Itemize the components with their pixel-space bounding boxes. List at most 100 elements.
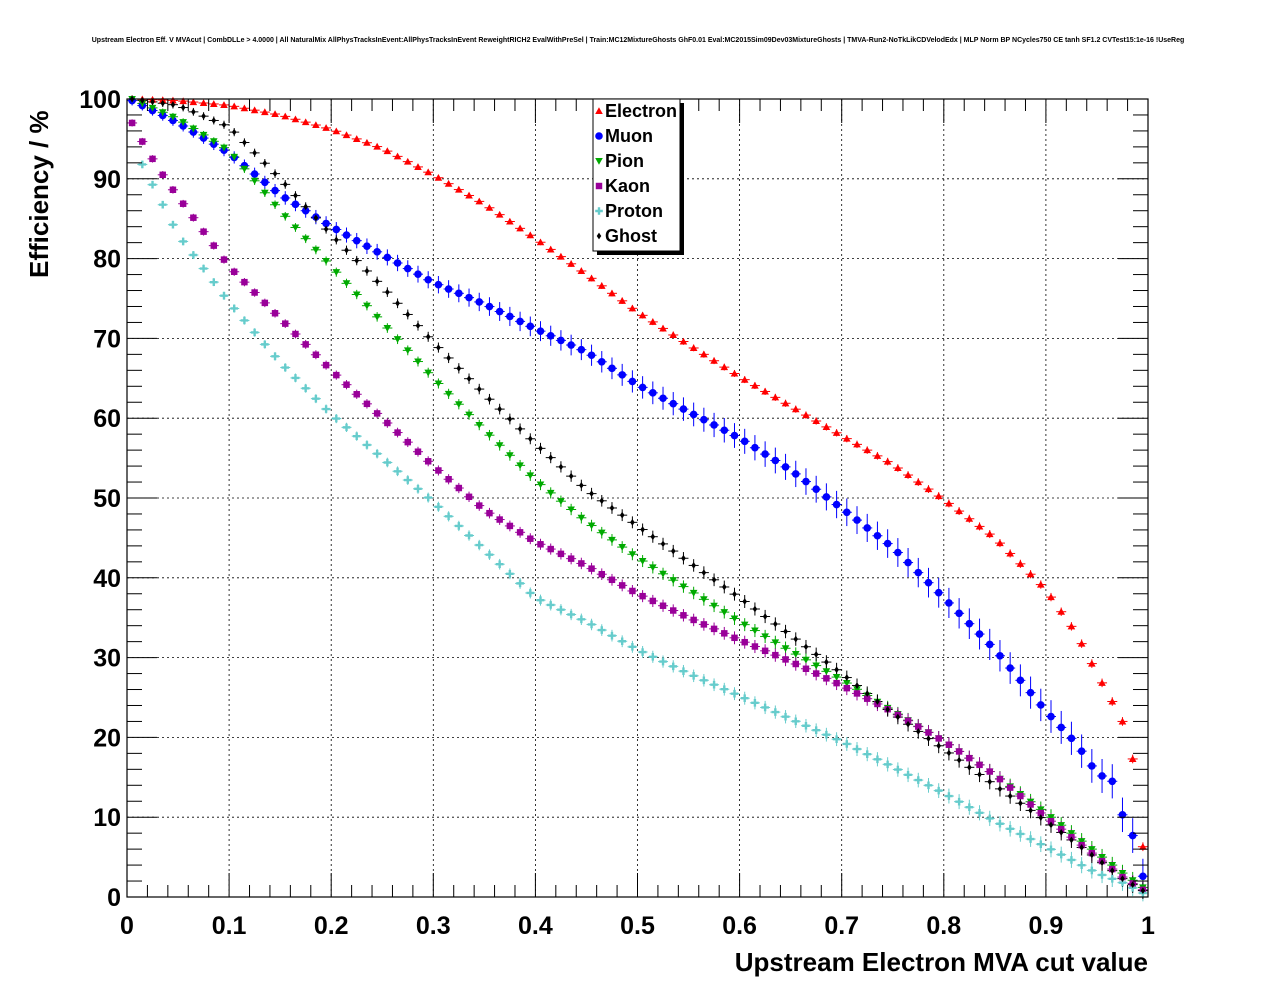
x-tick-label: 1 [1141,912,1155,940]
kaon-point [261,299,269,307]
ghost-point [599,497,605,505]
proton-point [434,502,443,511]
kaon-point [230,268,238,275]
proton-point [1026,835,1035,843]
kaon-point [445,476,452,483]
ghost-point [558,463,564,471]
ghost-point [864,690,870,697]
muon-point [455,289,463,298]
pion-point [679,583,688,591]
ghost-point [466,375,472,383]
muon-point [873,531,882,540]
proton-point [996,819,1004,828]
proton-point [700,676,708,685]
kaon-point [149,155,156,163]
kaon-point [690,616,697,624]
pion-point [444,390,453,398]
ghost-point [415,322,421,330]
ghost-point [773,620,778,628]
ghost-point [170,101,176,109]
muon-point [536,327,545,335]
electron-point [1098,679,1106,686]
electron-point [250,106,259,114]
muon-point [393,259,402,267]
proton-point [444,512,453,521]
kaon-point [373,410,381,417]
ghost-point [528,435,533,443]
electron-point [444,179,453,187]
muon-point [914,568,923,577]
muon-point [546,331,555,340]
x-axis-title: Upstream Electron MVA cut value [735,947,1148,977]
proton-point [812,726,820,735]
ghost-point [1007,792,1013,800]
kaon-point [996,775,1004,783]
muon-point [1077,747,1086,755]
kaon-point [792,660,799,668]
ghost-point [405,311,411,318]
x-tick-label: 0 [120,912,134,940]
ghost-point [1089,851,1095,859]
muon-point [495,307,504,316]
electron-point [495,210,504,218]
muon-point [271,186,279,195]
proton-point [495,560,504,569]
kaon-point [353,391,360,398]
muon-point [904,558,912,567]
electron-point [424,168,432,176]
kaon-point [945,741,953,748]
x-tick-label: 0.9 [1029,912,1064,940]
ghost-point [732,590,737,598]
ghost-point [395,299,400,307]
ghost-point [1038,814,1044,822]
electron-point [158,96,167,104]
y-tick-label: 30 [93,645,121,673]
muon-point [1057,723,1066,732]
kaon-point [741,638,748,646]
muon-point [945,599,953,607]
electron-point [271,110,279,118]
pion-point [230,153,239,161]
proton-point [832,735,841,743]
muon-point [791,470,800,478]
proton-point [955,797,963,806]
kaon-point [465,493,473,501]
pion-point [791,651,800,658]
ghost-point [579,481,584,489]
muon-point [577,345,586,354]
ghost-point [997,785,1003,793]
muon-point [475,298,484,306]
pion-point [271,201,279,209]
pion-point [158,109,167,117]
legend: Electron Muon Pion Kaon Proton Ghost [592,98,684,255]
ghost-point [987,778,993,786]
muon-point [1026,688,1035,697]
proton-point [373,449,381,458]
muon-point [281,194,290,202]
kaon-point [537,541,544,548]
muon-point [352,236,361,245]
electron-point [1128,755,1137,762]
kaon-point [812,670,820,677]
pion-point [700,596,708,604]
kaon-point [721,630,728,637]
kaon-point [394,429,401,436]
muon-point [179,122,187,130]
proton-point [1006,825,1014,833]
muon-point [955,609,963,618]
ghost-point [824,658,829,666]
pion-point [312,246,320,254]
pion-point [261,189,269,197]
data-markers [128,95,1147,897]
kaon-point [955,748,963,755]
proton-point [403,476,412,484]
kaon-point [1037,809,1045,817]
electron-point [281,112,290,120]
proton-point [230,304,239,313]
proton-point [209,278,218,286]
pion-point [373,313,381,321]
pion-point [669,577,678,584]
ghost-point [272,170,278,178]
legend-label-pion: Pion [605,151,644,171]
ghost-point [1079,844,1084,851]
